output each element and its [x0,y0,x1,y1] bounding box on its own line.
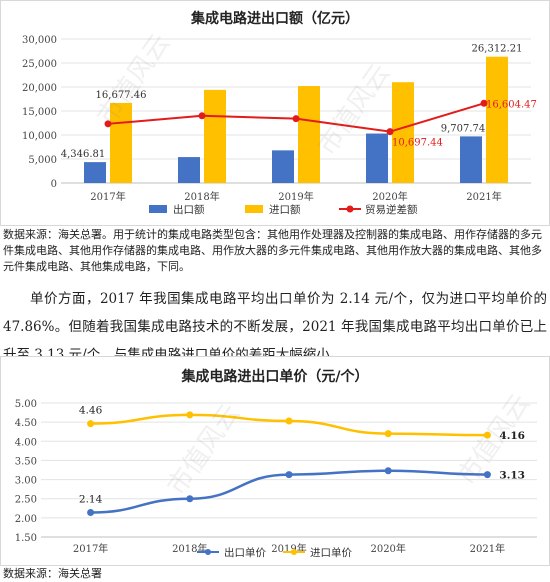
import-price-point [285,417,293,425]
bar-export [178,157,200,183]
bar-import [204,89,226,183]
import-export-value-svg: 集成电路进出口额（亿元） 0 5,000 10,000 15,000 20,000 25,0… [22,10,537,216]
trade-deficit-point [198,112,206,120]
bar-import [392,82,414,183]
data-label: 16,677.46 [96,90,147,101]
bar-export [272,150,294,183]
legend-label: 出口额 [173,203,205,216]
export-price-point [87,508,95,516]
chart-title: 集成电路进出口单价（元/个） [180,368,368,385]
export-price-point [384,467,392,475]
unit-price-chart: 集成电路进出口单价（元/个） 1.50 2.00 2.50 3.00 3.50 4.00 4.… [0,356,550,566]
source-note-2: 数据来源：海关总署 [3,567,102,580]
legend-swatch [245,205,263,213]
import-price-point [384,430,392,438]
legend-swatch [149,205,167,213]
y-tick-label: 20,000 [22,83,57,94]
bar-import [486,56,508,183]
y-tick-label: 2.00 [15,514,37,525]
y-tick-label: 2.50 [15,495,37,506]
bar-export [84,162,106,183]
x-tick-label: 2020年 [370,542,405,555]
legend-label: 进口单价 [310,547,352,559]
x-tick-label: 2017年 [90,190,125,203]
x-tick-label: 2019年 [278,190,313,203]
y-tick-label: 3.50 [15,456,37,467]
y-tick-label: 10,000 [22,131,57,142]
trade-deficit-point [292,115,300,123]
bar-export [366,133,388,183]
data-label: 26,312.21 [472,44,523,55]
data-label: 4.16 [499,430,525,442]
y-tick-label: 3.00 [15,476,37,487]
data-label: 16,604.47 [486,99,537,110]
legend-label: 贸易逆差额 [365,203,418,216]
legend-swatch [291,549,297,555]
y-tick-label: 4.50 [15,418,37,429]
import-export-value-chart: 集成电路进出口额（亿元） 0 5,000 10,000 15,000 20,000 25,0… [0,0,550,226]
y-tick-label: 5.00 [15,399,37,410]
x-tick-label: 2018年 [184,190,219,203]
export-price-point [285,471,293,479]
trade-deficit-point [104,120,112,128]
x-tick-label: 2020年 [372,190,407,203]
bar-import [298,86,320,183]
data-label: 9,707.74 [441,123,486,134]
export-price-point [186,495,194,503]
trade-deficit-point [386,128,394,136]
y-tick-label: 15,000 [22,107,57,118]
y-tick-label: 25,000 [22,59,57,70]
x-tick-label: 2018年 [172,542,207,555]
data-label: 3.13 [499,470,525,482]
trade-deficit-point [480,99,488,107]
legend-label: 进口额 [269,203,301,216]
import-price-point [483,431,491,439]
legend-swatch [346,205,354,213]
legend-label: 出口单价 [224,546,266,559]
legend-swatch [205,549,211,555]
bar-import [110,102,132,183]
y-tick-label: 5,000 [28,155,57,166]
x-tick-label: 2021年 [470,542,505,555]
y-tick-label: 1.50 [15,533,37,544]
data-label: 4.46 [79,405,103,417]
unit-price-svg: 集成电路进出口单价（元/个） 1.50 2.00 2.50 3.00 3.50 4.00 4.… [15,368,537,559]
data-label: 2.14 [79,493,103,505]
x-tick-label: 2017年 [73,542,108,555]
data-label: 4,346.81 [61,149,106,160]
y-tick-label: 0 [51,179,57,190]
y-tick-label: 4.00 [15,437,37,448]
x-tick-label: 2019年 [271,542,306,555]
source-note-1: 数据来源：海关总署。用于统计的集成电路类型包含：其他用作处理器及控制器的集成电路… [3,228,542,273]
y-tick-label: 30,000 [22,35,57,46]
bar-export [460,136,482,183]
import-price-point [186,411,194,419]
x-tick-label: 2021年 [466,190,501,203]
chart-title: 集成电路进出口额（亿元） [190,10,359,27]
import-price-point [87,420,95,428]
data-label: 10,697.44 [392,138,443,149]
export-price-point [483,471,491,479]
body-paragraph: 单价方面，2017 年我国集成电路平均出口单价为 2.14 元/个，仅为进口平均… [3,291,547,363]
